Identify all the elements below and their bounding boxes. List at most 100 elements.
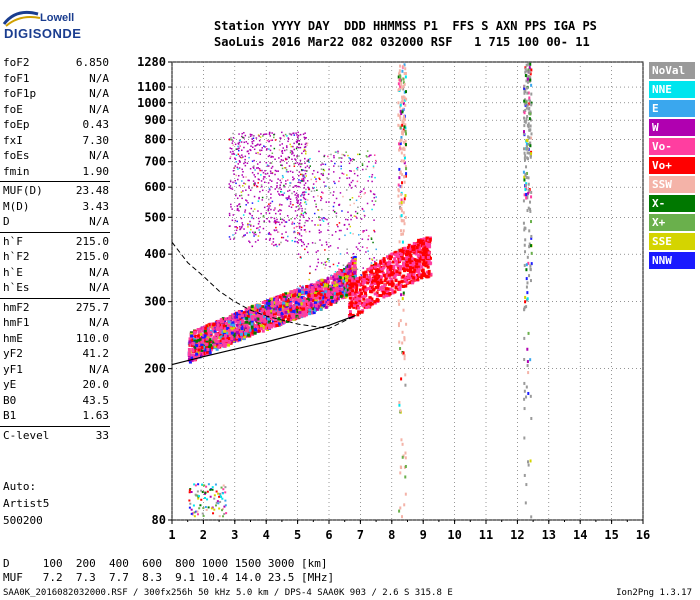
noise-point	[330, 153, 332, 156]
f-trace-point	[344, 278, 348, 282]
x-trace-point	[386, 291, 390, 295]
noise-point	[270, 167, 273, 169]
noise-point	[314, 242, 317, 245]
interference-point	[528, 70, 531, 74]
f-trace-point	[341, 279, 345, 283]
x-trace-point	[395, 272, 399, 276]
interference-point	[527, 147, 530, 151]
noise-point	[295, 147, 298, 150]
f-trace-point	[201, 335, 205, 339]
f-trace-point	[346, 271, 350, 275]
interference-point	[524, 188, 527, 192]
noise-point	[320, 197, 323, 200]
f-trace-point	[196, 334, 200, 338]
noise-point	[304, 149, 306, 152]
noise-point	[352, 179, 354, 182]
interference-point	[403, 118, 406, 122]
interference-point	[526, 196, 529, 200]
f-trace-point	[302, 301, 306, 305]
low-echo-point	[216, 500, 219, 503]
noise-point	[353, 170, 355, 172]
noise-point	[252, 166, 254, 168]
f-trace-point	[343, 269, 347, 273]
f-trace-point	[257, 329, 261, 333]
interference-point	[526, 69, 529, 73]
station-header: Station YYYY DAY DDD HHMMSS P1 FFS S AXN…	[214, 18, 597, 50]
x-trace-point	[370, 297, 374, 301]
f-trace-point	[309, 283, 313, 287]
noise-point	[253, 208, 256, 210]
interference-point	[525, 277, 528, 281]
noise-point	[300, 169, 303, 171]
x-trace-point	[404, 256, 408, 260]
noise-point	[308, 161, 310, 163]
x-trace-point	[427, 251, 431, 255]
interference-point	[404, 174, 407, 178]
noise-point	[304, 182, 307, 184]
noise-point	[286, 158, 288, 160]
x-trace-point	[425, 247, 429, 251]
interference-point	[530, 244, 533, 248]
noise-point	[238, 155, 241, 157]
f-trace-point	[283, 315, 287, 319]
f-trace-point	[216, 333, 220, 337]
noise-point	[374, 176, 376, 179]
noise-point	[303, 136, 306, 139]
x-trace-point	[407, 258, 411, 262]
x-trace-point	[403, 276, 407, 280]
interference-point	[398, 87, 401, 91]
x-trace-point	[371, 279, 375, 283]
f-trace-point	[200, 353, 204, 357]
f-trace-point	[214, 339, 218, 343]
interference-point	[401, 240, 404, 244]
interference-point	[528, 151, 531, 155]
noise-point	[300, 240, 303, 243]
f-trace-point	[267, 311, 271, 315]
noise-point	[280, 241, 282, 244]
noise-point	[338, 180, 340, 183]
noise-point	[269, 233, 271, 235]
f-trace-point	[233, 332, 237, 336]
interference-point	[399, 229, 402, 233]
noise-point	[268, 131, 271, 134]
noise-point	[294, 217, 296, 220]
interference-point	[400, 151, 403, 155]
f-trace-point	[319, 289, 323, 293]
noise-point	[237, 145, 239, 148]
noise-point	[280, 155, 282, 157]
noise-point	[324, 217, 326, 220]
interference-point	[523, 436, 526, 440]
noise-point	[298, 185, 300, 188]
f-trace-point	[203, 329, 207, 333]
interference-point	[527, 122, 530, 126]
f-trace-point	[239, 330, 243, 334]
noise-point	[283, 184, 285, 187]
x-trace-point	[365, 306, 369, 310]
interference-point	[400, 377, 403, 381]
noise-point	[286, 162, 288, 164]
noise-point	[298, 163, 300, 166]
f-trace-point	[313, 307, 317, 311]
f-trace-point	[289, 302, 293, 306]
noise-point	[289, 182, 291, 184]
f-trace-point	[219, 339, 223, 343]
interference-point	[525, 147, 528, 151]
noise-point	[257, 200, 260, 202]
f-trace-point	[251, 329, 255, 333]
interference-point	[401, 130, 404, 134]
noise-point	[268, 187, 271, 190]
header-row-labels: Station YYYY DAY DDD HHMMSS P1 FFS S AXN…	[214, 19, 597, 33]
noise-point	[254, 241, 257, 243]
x-tick-label: 11	[479, 528, 493, 542]
f-trace-point	[280, 301, 284, 305]
f-trace-point	[221, 320, 225, 324]
x-trace-point	[355, 279, 359, 283]
f-trace-point	[298, 315, 302, 319]
x-trace-point	[373, 265, 377, 269]
interference-point	[526, 281, 529, 285]
f-trace-point	[193, 356, 197, 360]
x-trace-point	[428, 245, 432, 249]
x-trace-point	[402, 263, 406, 267]
f-trace-point	[205, 324, 209, 328]
param-value: N/A	[89, 149, 109, 162]
